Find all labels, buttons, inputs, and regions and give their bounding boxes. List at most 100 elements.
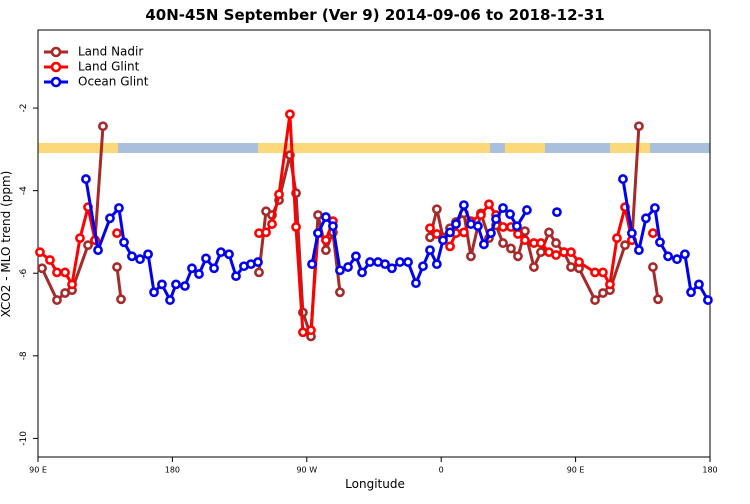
data-point (536, 238, 546, 248)
series (81, 174, 713, 305)
data-point (307, 259, 317, 270)
data-point (505, 209, 515, 220)
data-point (351, 251, 361, 262)
data-point (513, 251, 523, 262)
x-tick-label: 90 W (296, 466, 317, 475)
data-point (655, 237, 665, 248)
data-point (411, 278, 421, 289)
surface-band (38, 143, 710, 153)
data-point (35, 247, 45, 258)
data-point (67, 279, 77, 290)
data-point (285, 109, 295, 120)
data-point (171, 279, 181, 290)
y-axis-label: XCO2 - MLO trend (ppm) (0, 171, 13, 318)
x-axis-label: Longitude (345, 477, 405, 491)
data-point (45, 255, 55, 265)
data-point (653, 294, 663, 305)
data-point (529, 262, 539, 272)
data-point (605, 279, 615, 290)
band-land (38, 143, 118, 153)
legend-label: Land Glint (78, 60, 140, 74)
data-point (618, 174, 628, 184)
data-point (291, 222, 301, 232)
data-point (522, 205, 532, 215)
data-point (253, 257, 263, 267)
data-point (143, 249, 153, 260)
data-point (403, 257, 413, 267)
data-point (466, 251, 476, 262)
data-point (486, 228, 496, 239)
data-point (201, 253, 211, 264)
data-point (425, 245, 435, 256)
data-point (590, 267, 600, 278)
data-point (458, 227, 469, 238)
data-point (431, 259, 442, 270)
legend-label: Land Nadir (78, 45, 143, 59)
data-point (498, 238, 508, 248)
x-tick-label: 90 E (29, 466, 47, 475)
data-point (321, 235, 331, 246)
data-point (634, 245, 644, 256)
data-point (127, 251, 137, 262)
data-point (306, 325, 316, 336)
data-point (513, 229, 523, 239)
data-point (458, 200, 469, 210)
data-point (498, 203, 508, 213)
y-tick-label: -6 (19, 268, 29, 277)
data-point (566, 262, 576, 272)
data-point (418, 261, 428, 272)
data-point (313, 228, 323, 239)
y-tick-label: -2 (19, 104, 29, 113)
legend-marker (50, 61, 62, 73)
data-point (116, 294, 126, 305)
data-point (60, 267, 70, 278)
data-point (180, 281, 190, 291)
data-point (590, 295, 600, 305)
data-point (328, 221, 338, 232)
x-tick-label: 180 (702, 466, 717, 475)
band-land (430, 143, 490, 153)
data-point (119, 237, 129, 248)
data-point (544, 227, 554, 238)
data-point (445, 241, 455, 252)
data-point (165, 295, 175, 305)
data-point (648, 262, 658, 272)
x-tick-label: 90 E (567, 466, 585, 475)
data-point (566, 247, 576, 258)
data-point (114, 203, 124, 213)
data-point (663, 251, 673, 262)
data-point (157, 279, 167, 290)
legend-marker (50, 76, 62, 88)
data-point (321, 245, 331, 256)
data-point (520, 235, 530, 246)
data-point (149, 287, 159, 298)
data-point (648, 228, 658, 239)
data-point (598, 267, 608, 278)
data-point (425, 223, 435, 234)
plot-frame (37, 29, 711, 458)
data-point (224, 249, 234, 260)
data-point (498, 222, 508, 232)
data-point (473, 221, 483, 232)
x-tick-label: 0 (439, 466, 444, 475)
data-point (512, 221, 522, 232)
data-point (649, 203, 660, 213)
y-tick-label: -10 (19, 431, 29, 446)
data-point (112, 228, 122, 239)
data-point (98, 121, 108, 132)
data-point (52, 295, 62, 305)
data-point (445, 227, 455, 238)
data-point (612, 233, 622, 244)
data-point (536, 247, 546, 258)
data-point (81, 174, 91, 184)
data-point (83, 240, 93, 251)
data-point (93, 245, 103, 256)
y-tick-label: -8 (19, 351, 29, 360)
data-point (703, 295, 713, 305)
data-point (75, 233, 85, 244)
x-tick-label: 180 (165, 466, 180, 475)
data-point (626, 228, 637, 239)
data-point (451, 219, 461, 229)
